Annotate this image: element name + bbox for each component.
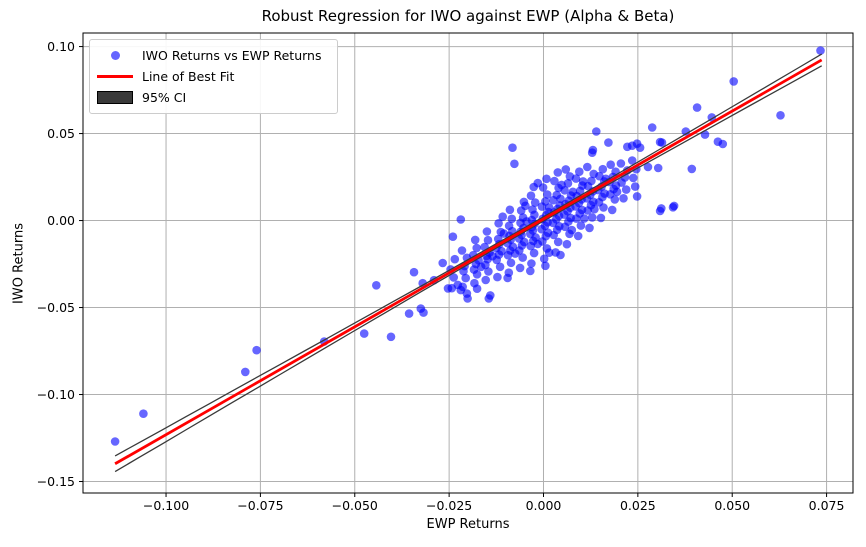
x-tick-label: 0.050	[714, 498, 750, 513]
best-fit-line	[114, 58, 823, 465]
legend-entry-ci: 95% CI	[97, 87, 330, 108]
legend-entry-line: Line of Best Fit	[97, 66, 330, 87]
y-tick-label: −0.15	[37, 474, 75, 489]
y-tick-label: −0.05	[37, 300, 75, 315]
ci-patch-icon	[97, 91, 133, 104]
axes-spines	[82, 32, 854, 494]
line-swatch-icon	[97, 75, 133, 78]
scatter-marker-icon	[97, 51, 133, 60]
x-tick-label: 0.000	[526, 498, 562, 513]
legend-label: Line of Best Fit	[142, 69, 235, 84]
x-tick-label: 0.025	[620, 498, 656, 513]
x-tick-label: −0.075	[237, 498, 283, 513]
x-tick-label: 0.075	[809, 498, 845, 513]
x-tick-label: −0.050	[332, 498, 378, 513]
grid-lines	[83, 33, 853, 493]
chart-title: Robust Regression for IWO against EWP (A…	[261, 7, 675, 25]
y-tick-label: 0.10	[47, 39, 75, 54]
y-tick-label: 0.05	[47, 126, 75, 141]
legend: IWO Returns vs EWP Returns Line of Best …	[89, 39, 338, 114]
y-tick-label: −0.10	[37, 387, 75, 402]
axis-ticks: −0.100 −0.075 −0.050 −0.025 0.000 0.025 0.050 0…	[37, 39, 845, 513]
ci-lines	[114, 53, 823, 473]
legend-entry-scatter: IWO Returns vs EWP Returns	[97, 45, 330, 66]
x-axis-label: EWP Returns	[426, 517, 510, 532]
legend-label: 95% CI	[142, 90, 187, 105]
x-tick-label: −0.100	[143, 498, 189, 513]
legend-label: IWO Returns vs EWP Returns	[142, 48, 322, 63]
x-tick-label: −0.025	[426, 498, 472, 513]
y-tick-label: 0.00	[47, 213, 75, 228]
